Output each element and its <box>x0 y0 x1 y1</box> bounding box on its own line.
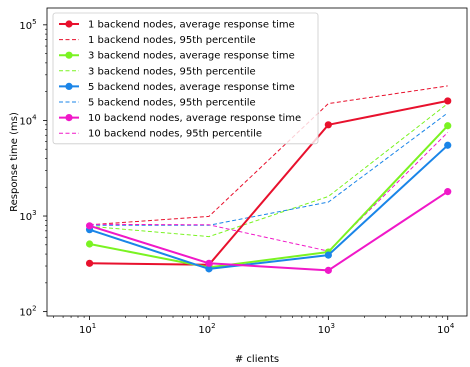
series-line-4 <box>89 103 449 238</box>
data-point-1-3 <box>324 121 332 129</box>
data-point-5-4 <box>444 141 452 149</box>
legend-label-6: 5 backend nodes, 95th percentile <box>88 98 256 109</box>
x-tick-label-4: 104 <box>437 322 455 336</box>
y-tick-label-3: 104 <box>19 113 37 127</box>
x-tick-label-2: 102 <box>198 322 215 336</box>
data-point-7-2 <box>205 259 213 267</box>
legend-label-5: 5 backend nodes, average response time <box>88 82 295 93</box>
legend-label-2: 1 backend nodes, 95th percentile <box>88 35 256 46</box>
legend-label-1: 1 backend nodes, average response time <box>88 20 295 31</box>
data-point-5-2 <box>205 265 213 273</box>
legend: 1 backend nodes, average response time 1 … <box>52 12 319 145</box>
y-axis-label: Response time (ms) <box>9 112 20 212</box>
x-tick-label-1: 101 <box>79 322 96 336</box>
data-point-1-1 <box>85 259 94 267</box>
data-point-1-4 <box>444 97 452 105</box>
legend-marker-1 <box>65 20 73 28</box>
series-line-8 <box>89 132 449 252</box>
plot-frame <box>46 7 468 317</box>
series-line-1 <box>89 99 448 266</box>
y-tick-label-4: 105 <box>19 18 36 32</box>
legend-box <box>52 12 319 145</box>
data-point-7-3 <box>324 266 332 274</box>
legend-marker-7 <box>65 114 73 122</box>
legend-label-7: 10 backend nodes, average response time <box>88 113 301 124</box>
data-point-5-3 <box>324 251 332 259</box>
axes: 101 102 103 104 102 103 104 105 <box>19 7 468 336</box>
x-axis-label: # clients <box>235 354 279 365</box>
series-line-5 <box>89 144 449 270</box>
data-point-7-1 <box>85 222 94 230</box>
series-line-2 <box>89 85 448 226</box>
data-point-3-4 <box>444 122 452 130</box>
legend-label-4: 3 backend nodes, 95th percentile <box>88 66 256 77</box>
series-line-3 <box>89 125 449 269</box>
y-tick-label-2: 103 <box>19 209 36 223</box>
legend-marker-3 <box>65 51 73 59</box>
legend-label-3: 3 backend nodes, average response time <box>88 51 295 62</box>
series-line-6 <box>89 112 448 226</box>
data-point-3-1 <box>85 240 94 248</box>
y-tick-label-1: 102 <box>19 305 36 319</box>
series-line-7 <box>89 190 449 272</box>
legend-marker-5 <box>65 82 73 90</box>
x-tick-label-3: 103 <box>318 322 335 336</box>
legend-label-8: 10 backend nodes, 95th percentile <box>88 129 262 140</box>
plot-area <box>85 85 452 274</box>
data-point-7-4 <box>444 188 452 196</box>
